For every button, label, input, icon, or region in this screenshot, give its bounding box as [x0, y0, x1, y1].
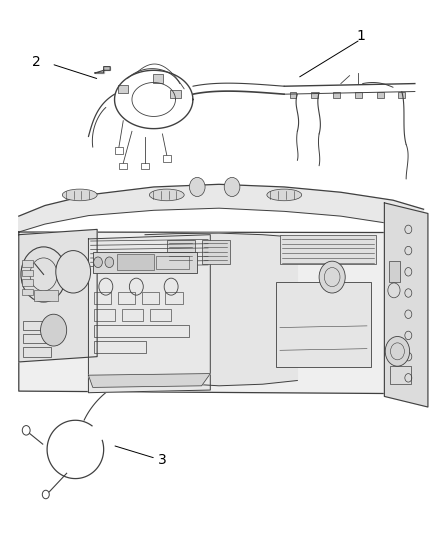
Bar	[389, 261, 399, 282]
Circle shape	[105, 257, 114, 268]
Bar	[390, 366, 411, 384]
Bar	[117, 292, 135, 304]
Polygon shape	[385, 203, 428, 407]
Bar	[34, 290, 58, 301]
Bar	[117, 254, 154, 270]
Text: 1: 1	[356, 29, 365, 43]
Circle shape	[56, 251, 91, 293]
Bar	[23, 320, 51, 330]
Polygon shape	[19, 229, 97, 362]
Bar	[355, 92, 362, 98]
Polygon shape	[95, 67, 110, 73]
Circle shape	[41, 314, 67, 346]
Bar	[115, 147, 123, 154]
Circle shape	[319, 261, 345, 293]
Bar	[377, 92, 384, 98]
Circle shape	[21, 247, 66, 302]
Circle shape	[94, 257, 102, 268]
Bar	[201, 240, 230, 264]
Circle shape	[224, 177, 240, 197]
Bar	[119, 163, 127, 169]
Bar	[118, 85, 128, 93]
Text: 2: 2	[32, 55, 41, 69]
Polygon shape	[19, 184, 424, 232]
Bar	[93, 252, 197, 273]
Bar	[94, 310, 115, 321]
Ellipse shape	[267, 189, 302, 201]
Bar	[290, 92, 297, 98]
Bar	[311, 92, 318, 98]
Circle shape	[189, 177, 205, 197]
Polygon shape	[88, 374, 210, 387]
Text: 3: 3	[158, 453, 167, 467]
Bar	[276, 282, 371, 367]
Bar	[280, 235, 376, 264]
Bar	[22, 289, 33, 295]
Bar	[166, 292, 183, 304]
Bar	[22, 260, 33, 266]
Circle shape	[385, 336, 410, 366]
Ellipse shape	[149, 189, 184, 201]
Bar	[333, 92, 340, 98]
Polygon shape	[145, 233, 297, 386]
Polygon shape	[19, 232, 424, 394]
Bar	[22, 279, 33, 286]
Bar	[141, 292, 159, 304]
Bar	[153, 74, 163, 83]
Bar	[94, 325, 189, 337]
Bar	[122, 310, 143, 321]
Bar	[170, 90, 181, 99]
Bar	[94, 292, 111, 304]
Bar	[94, 341, 146, 353]
Bar	[163, 155, 171, 161]
Bar	[141, 163, 149, 169]
Bar	[156, 256, 188, 269]
Bar	[398, 92, 405, 98]
Bar	[167, 240, 195, 264]
Bar	[22, 270, 33, 276]
Bar	[23, 347, 51, 357]
Bar	[150, 310, 171, 321]
Bar	[23, 334, 51, 343]
Polygon shape	[88, 235, 210, 393]
Ellipse shape	[62, 189, 97, 201]
